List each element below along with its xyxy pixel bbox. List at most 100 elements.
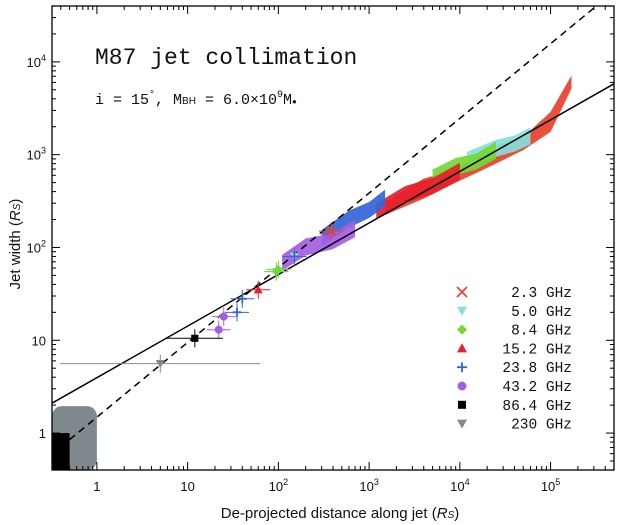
y-tick-label: 1 — [39, 426, 46, 441]
marker-0-0-shape — [325, 226, 337, 237]
x-tick-label-exp: 2 — [283, 477, 288, 487]
legend-label: 2.3 GHz — [511, 286, 572, 302]
marker-0-0 — [325, 226, 337, 237]
x-tick-label-base: 10 — [359, 479, 373, 494]
chart-title: M87 jet collimation — [95, 45, 357, 71]
band-3-0 — [376, 162, 460, 220]
x-tick-label-exp: 4 — [465, 477, 470, 487]
legend-label: 23.8 GHz — [502, 361, 572, 377]
legend-marker-1-shape — [457, 306, 467, 316]
x-tick-label: 1 — [93, 479, 100, 494]
black-region — [52, 433, 70, 470]
axis-ticks — [52, 5, 615, 471]
x-axis-label-unit-sub: S — [448, 510, 455, 521]
y-axis-label-text: Jet width ( — [7, 221, 24, 289]
legend-marker-5 — [457, 381, 467, 391]
x-axis-label-close: ) — [454, 505, 459, 522]
y-axis-label-unit: R — [7, 210, 24, 221]
marker-6-0-shape — [191, 334, 199, 342]
legend-label: 86.4 GHz — [502, 399, 572, 415]
marker-5-0-shape — [219, 312, 228, 321]
fit-lines — [51, 7, 615, 441]
legend-marker-6 — [458, 400, 466, 409]
marker-7-0 — [155, 360, 165, 369]
marker-5-0 — [219, 312, 228, 321]
x-axis-label: De-projected distance along jet (RS) — [221, 505, 459, 522]
y-tick-label: 103 — [27, 146, 46, 163]
legend-label: 8.4 GHz — [511, 324, 572, 340]
legend-marker-4-shape — [457, 362, 467, 373]
x-tick-label-base: 10 — [180, 479, 194, 494]
y-tick-label-base: 10 — [32, 333, 46, 348]
marker-4-2-shape — [289, 251, 299, 261]
subtitle-prefix: i = 15 — [95, 92, 149, 109]
conical-fit — [69, 7, 595, 441]
y-tick-label-base: 10 — [27, 148, 41, 163]
y-tick-label: 10 — [32, 333, 46, 348]
subtitle-mass-sub: BH — [182, 96, 196, 107]
legend-marker-6-shape — [458, 400, 466, 409]
legend-marker-7-shape — [457, 419, 467, 429]
x-tick-label: 10 — [180, 479, 194, 494]
marker-2-1-shape — [271, 267, 281, 277]
y-tick-label-exp: 4 — [41, 53, 46, 63]
band-5-0 — [282, 220, 356, 271]
legend-marker-3-shape — [457, 343, 467, 353]
parabolic-fit — [51, 83, 615, 404]
marker-7-0-shape — [155, 360, 165, 369]
x-tick-label-base: 10 — [269, 479, 283, 494]
legend: 2.3 GHz 5.0 GHz 8.4 GHz 15.2 GHz 23.8 GHz 43.… — [456, 286, 572, 434]
x-axis-label-unit: R — [437, 505, 448, 522]
legend-label: 43.2 GHz — [502, 380, 572, 396]
legend-marker-1 — [457, 306, 467, 316]
x-tick-label: 102 — [269, 477, 288, 494]
x-tick-label-exp: 5 — [555, 477, 560, 487]
y-tick-label-base: 10 — [27, 55, 41, 70]
legend-marker-7 — [457, 419, 467, 429]
chart-subtitle: i = 15°, MBH = 6.0×109M● — [95, 89, 297, 109]
legend-marker-0 — [456, 286, 468, 298]
y-tick-label-base: 10 — [27, 240, 41, 255]
legend-marker-4 — [457, 362, 467, 373]
marker-6-0 — [191, 334, 199, 342]
marker-4-1 — [232, 307, 242, 317]
shaded-regions — [52, 406, 97, 470]
x-axis-label-text: De-projected distance along jet ( — [221, 505, 437, 522]
y-tick-label: 104 — [27, 53, 46, 70]
x-tick-label-exp: 3 — [374, 477, 379, 487]
x-tick-label-base: 10 — [541, 479, 555, 494]
y-tick-label-exp: 2 — [41, 238, 46, 248]
marker-4-1-shape — [232, 307, 242, 317]
y-tick-label: 102 — [27, 238, 46, 255]
data-markers — [60, 222, 343, 373]
x-tick-label: 104 — [450, 477, 469, 494]
legend-marker-0-shape — [456, 286, 468, 298]
marker-5-1-shape — [214, 325, 223, 334]
y-axis-label: Jet width (RS) — [7, 199, 24, 290]
marker-2-1 — [271, 267, 281, 277]
legend-marker-2-shape — [457, 324, 467, 335]
legend-marker-2 — [457, 324, 467, 335]
y-tick-label-exp: 3 — [41, 146, 46, 156]
x-tick-label-base: 1 — [93, 479, 100, 494]
legend-label: 15.2 GHz — [502, 342, 572, 358]
marker-5-1 — [214, 325, 223, 334]
y-tick-label-base: 1 — [39, 426, 46, 441]
marker-3-0 — [253, 285, 263, 294]
subtitle-mid: , M — [155, 92, 182, 109]
subtitle-sun: ● — [292, 98, 297, 107]
marker-4-0 — [237, 294, 247, 304]
subtitle-exp: 9 — [277, 90, 283, 101]
marker-3-0-shape — [253, 285, 263, 294]
x-tick-label-base: 10 — [450, 479, 464, 494]
subtitle-eq: = 6.0×10 — [196, 92, 277, 109]
x-tick-label: 103 — [359, 477, 378, 494]
marker-4-2 — [289, 251, 299, 261]
y-axis-label-unit-sub: S — [12, 203, 23, 210]
x-tick-label: 105 — [541, 477, 560, 494]
legend-marker-3 — [457, 343, 467, 353]
subtitle-degree: ° — [149, 89, 155, 101]
legend-label: 5.0 GHz — [511, 305, 572, 321]
